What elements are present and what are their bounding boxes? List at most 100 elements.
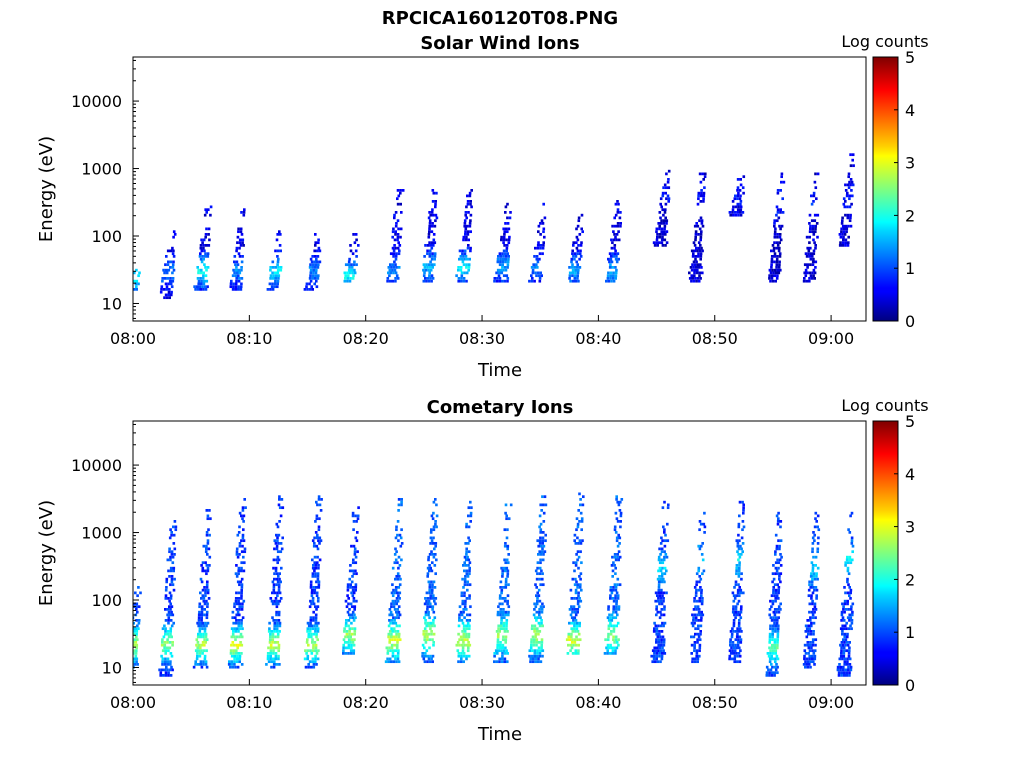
heatmap-cell [658, 632, 661, 636]
heatmap-cell [851, 602, 855, 606]
heatmap-cell [196, 652, 199, 655]
heatmap-cell [849, 616, 853, 620]
heatmap-cell [229, 282, 233, 286]
heatmap-cell [169, 594, 173, 598]
heatmap-cell [499, 627, 503, 631]
heatmap-cell [779, 608, 782, 611]
heatmap-cell [464, 255, 468, 258]
heatmap-cell [567, 632, 571, 636]
heatmap-cell [312, 586, 315, 589]
heatmap-cell [493, 660, 496, 664]
heatmap-cell [463, 643, 466, 647]
heatmap-cell [506, 569, 510, 573]
heatmap-cell [459, 635, 463, 639]
heatmap-cell [172, 566, 176, 570]
heatmap-cell [815, 575, 818, 578]
heatmap-cell [769, 649, 772, 653]
heatmap-cell [732, 605, 735, 609]
heatmap-cell [776, 630, 780, 633]
heatmap-cell [237, 288, 240, 291]
heatmap-cell [202, 663, 205, 666]
heatmap-cell [579, 511, 583, 515]
heatmap-cell [540, 619, 543, 622]
heatmap-cell [202, 274, 205, 278]
heatmap-cell [778, 577, 781, 581]
heatmap-cell [609, 643, 612, 647]
heatmap-cell [168, 591, 172, 595]
heatmap-cell [734, 608, 738, 611]
heatmap-cell [694, 277, 697, 280]
heatmap-cell [457, 266, 460, 269]
heatmap-cell [738, 197, 742, 201]
heatmap-cell [773, 260, 776, 264]
heatmap-cell [529, 646, 533, 650]
heatmap-cell [461, 649, 465, 653]
heatmap-cell [426, 597, 430, 600]
heatmap-cell [350, 266, 354, 269]
heatmap-cell [503, 660, 506, 664]
heatmap-cell [770, 663, 773, 666]
heatmap-cell [579, 577, 582, 581]
heatmap-cell [659, 624, 663, 628]
heatmap-cell [423, 616, 426, 620]
heatmap-cell [739, 610, 743, 614]
heatmap-cell [422, 657, 426, 661]
heatmap-cell [537, 230, 540, 234]
heatmap-cell [311, 627, 315, 631]
heatmap-cell [208, 533, 211, 537]
heatmap-cell [772, 577, 776, 581]
heatmap-cell [196, 646, 199, 650]
heatmap-cell [531, 660, 535, 664]
heatmap-cell [572, 619, 575, 622]
heatmap-cell [273, 591, 277, 595]
heatmap-cell [498, 597, 502, 600]
heatmap-cell [697, 588, 701, 592]
heatmap-cell [277, 657, 280, 661]
heatmap-cell [700, 544, 703, 548]
heatmap-cell [500, 649, 503, 653]
heatmap-cell [309, 580, 313, 584]
heatmap-cell [399, 536, 403, 540]
heatmap-cell [280, 547, 284, 551]
heatmap-cell [351, 277, 355, 280]
heatmap-cell [133, 641, 135, 644]
heatmap-cell [165, 586, 168, 589]
heatmap-cell [398, 613, 402, 617]
heatmap-cell [200, 610, 204, 614]
heatmap-cell [697, 197, 700, 201]
heatmap-cell [428, 605, 432, 609]
heatmap-cell [169, 277, 172, 280]
heatmap-cell [193, 285, 196, 289]
heatmap-cell [430, 657, 433, 661]
heatmap-cell [610, 260, 614, 264]
heatmap-cell [697, 619, 700, 622]
heatmap-cell [311, 638, 314, 642]
heatmap-cell [347, 638, 351, 642]
heatmap-cell [168, 279, 172, 283]
heatmap-cell [738, 586, 741, 589]
heatmap-cell [135, 602, 139, 606]
heatmap-cell [468, 561, 472, 565]
heatmap-cell [696, 632, 700, 636]
heatmap-cell [125, 288, 128, 291]
heatmap-cell [202, 649, 206, 653]
heatmap-cell [391, 652, 395, 655]
heatmap-cell [243, 561, 246, 565]
heatmap-cell [431, 255, 434, 258]
heatmap-cell [659, 569, 663, 573]
heatmap-cell [810, 580, 814, 584]
colorbar-tick-label: 2 [905, 206, 915, 225]
heatmap-cell [230, 660, 234, 664]
heatmap-cell [203, 638, 206, 642]
heatmap-cell [457, 660, 460, 664]
heatmap-cell [388, 657, 392, 661]
heatmap-cell [690, 279, 693, 283]
heatmap-cell [506, 652, 509, 655]
heatmap-cell [614, 597, 617, 600]
heatmap-cell [137, 627, 140, 631]
heatmap-cell [317, 621, 320, 625]
heatmap-cell [315, 536, 319, 540]
heatmap-cell [504, 646, 507, 650]
heatmap-cell [737, 624, 741, 628]
